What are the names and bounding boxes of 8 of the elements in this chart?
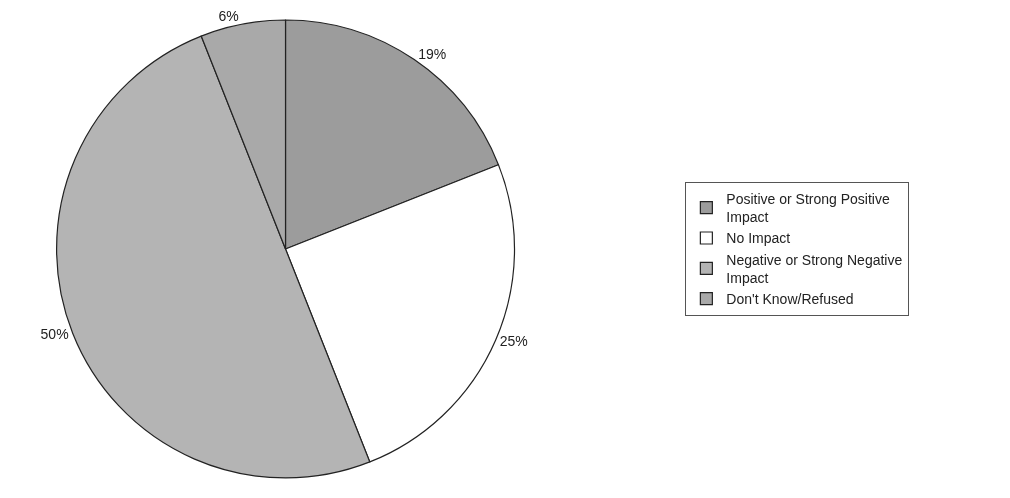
data-label: 25%	[499, 333, 528, 350]
data-label: 50%	[40, 326, 69, 343]
legend-label: Negative or Strong Negative Impact	[726, 251, 903, 286]
data-label: 6%	[218, 8, 239, 25]
legend-label: Don't Know/Refused	[726, 291, 854, 308]
data-label: 19%	[418, 46, 447, 63]
legend-label: Positive or Strong Positive Impact	[726, 191, 890, 226]
legend-label: No Impact	[726, 230, 791, 247]
